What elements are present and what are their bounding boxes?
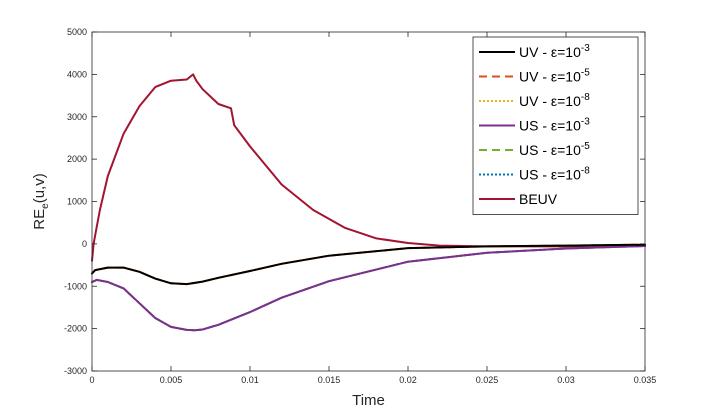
series-line-4: [91, 245, 646, 332]
y-axis-label-main: RE: [31, 209, 48, 230]
x-tick-label: 0: [89, 375, 94, 385]
legend-label-exponent: -8: [581, 166, 590, 177]
series-line-7: [91, 73, 646, 262]
legend-label: UV - ε=10-5: [519, 68, 590, 85]
x-axis-label: Time: [352, 392, 385, 409]
legend-label: US - ε=10-5: [519, 141, 590, 158]
x-tick-label: 0.02: [399, 375, 417, 385]
legend-label-exponent: -8: [581, 92, 590, 103]
y-tick-label: -2000: [64, 324, 87, 334]
legend-label-exponent: -3: [581, 117, 590, 128]
legend-label-exponent: -3: [581, 43, 590, 54]
x-tick-labels: 0 0.005 0.01 0.015 0.02 0.025 0.03 0.035: [89, 375, 656, 385]
legend-label-text: UV - ε=10: [519, 93, 581, 109]
y-tick-label: 1000: [67, 197, 87, 207]
legend-label: BEUV: [519, 191, 558, 207]
y-tick-label: -1000: [64, 281, 87, 291]
y-tick-labels: -3000 -2000 -1000 0 1000 2000 3000 4000 5000: [64, 27, 87, 376]
y-axis-label-subscript: e: [40, 203, 51, 209]
legend-label-exponent: -5: [581, 68, 590, 79]
legend-label-text: US - ε=10: [519, 142, 581, 158]
y-axis-label-tail: (u,v): [31, 173, 48, 203]
series-line-1: [91, 243, 646, 286]
y-tick-label: 5000: [67, 27, 87, 37]
legend-label-text: US - ε=10: [519, 167, 581, 183]
legend-label: UV - ε=10-3: [519, 43, 590, 60]
legend-label: UV - ε=10-8: [519, 92, 590, 109]
ticks-layer: [91, 31, 646, 372]
y-tick-label: 0: [82, 239, 87, 249]
legend-label: US - ε=10-8: [519, 166, 590, 183]
y-tick-label: 2000: [67, 154, 87, 164]
y-tick-label: -3000: [64, 366, 87, 376]
legend: UV - ε=10-3UV - ε=10-5UV - ε=10-8US - ε=…: [472, 36, 639, 215]
x-tick-label: 0.01: [241, 375, 259, 385]
legend-label-text: UV - ε=10: [519, 69, 581, 85]
y-axis-label: REe(u,v): [31, 173, 51, 229]
legend-label-text: UV - ε=10: [519, 44, 581, 60]
x-tick-label: 0.025: [476, 375, 499, 385]
y-tick-label: 4000: [67, 69, 87, 79]
legend-label-text: BEUV: [519, 191, 558, 207]
legend-label: US - ε=10-3: [519, 117, 590, 134]
x-tick-label: 0.035: [634, 375, 657, 385]
series-layer: [91, 73, 646, 332]
legend-label-text: US - ε=10: [519, 118, 581, 134]
x-tick-label: 0.005: [160, 375, 183, 385]
x-tick-label: 0.015: [318, 375, 341, 385]
x-tick-label: 0.03: [557, 375, 575, 385]
legend-label-exponent: -5: [581, 141, 590, 152]
y-tick-label: 3000: [67, 112, 87, 122]
